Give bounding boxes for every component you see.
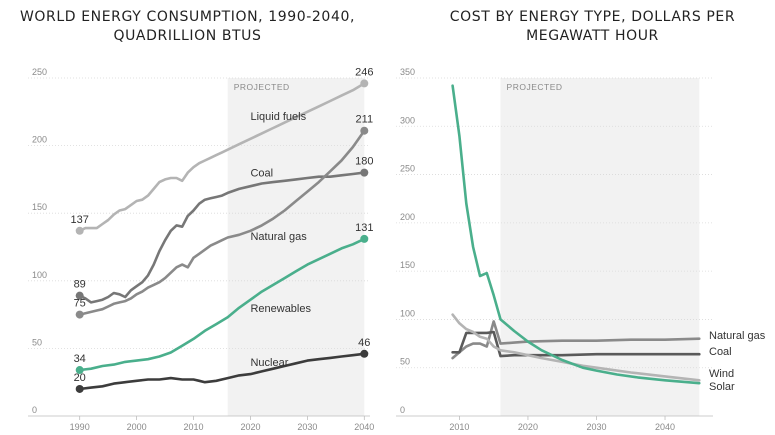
series-line-solar — [451, 84, 701, 385]
x-tick-label: 2030 — [586, 422, 606, 432]
series-name-label-natural-gas: Natural gas — [250, 231, 307, 243]
y-tick-label: 100 — [400, 308, 415, 318]
series-line-nuclear — [78, 352, 366, 391]
series-line-renewables — [78, 237, 366, 372]
x-tick-label: 2020 — [518, 422, 538, 432]
series-start-point-natural-gas — [75, 310, 84, 319]
series-line-wind — [451, 313, 701, 382]
series-name-label-solar: Solar — [709, 381, 735, 393]
x-tick-label: 2030 — [297, 422, 317, 432]
series-end-label-natural-gas: 211 — [356, 114, 374, 126]
y-tick-label: 300 — [400, 115, 415, 125]
series-start-point-coal — [75, 291, 84, 300]
y-tick-label: 0 — [400, 405, 405, 415]
series-line-coal — [451, 330, 701, 358]
left-chart-title-line-1: WORLD ENERGY CONSUMPTION, 1990-2040, — [19, 9, 356, 25]
y-tick-label: 50 — [400, 357, 410, 367]
series-end-point-coal — [360, 168, 369, 177]
series-end-point-nuclear — [360, 349, 369, 358]
y-tick-label: 200 — [32, 135, 47, 145]
projected-region — [500, 78, 700, 416]
y-tick-label: 50 — [32, 337, 42, 347]
projected-label: PROJECTED — [507, 82, 563, 92]
series-start-point-liquid-fuels — [75, 226, 84, 235]
y-tick-label: 150 — [32, 202, 47, 212]
projected-region — [227, 78, 365, 416]
series-name-label-liquid-fuels: Liquid fuels — [250, 111, 306, 123]
x-tick-label: 1990 — [70, 422, 90, 432]
x-tick-label: 2010 — [449, 422, 469, 432]
left-chart-title: WORLD ENERGY CONSUMPTION, 1990-2040, QUA… — [10, 8, 365, 46]
series-name-label-natural-gas: Natural gas — [709, 330, 766, 342]
series-line-natural-gas — [78, 129, 366, 316]
series-end-label-nuclear: 46 — [358, 337, 370, 349]
series-name-label-coal: Coal — [709, 346, 732, 358]
series-start-label-natural-gas: 75 — [74, 298, 86, 310]
right-chart-title: COST BY ENERGY TYPE, DOLLARS PER MEGAWAT… — [415, 8, 770, 46]
cost-chart: PROJECTED 0 50 100 150 200 250 300 350 2010 2020 20… — [396, 67, 766, 432]
series-start-point-renewables — [75, 366, 84, 375]
series-end-label-liquid-fuels: 246 — [355, 66, 373, 78]
right-chart-title-line-1: COST BY ENERGY TYPE, DOLLARS PER — [449, 9, 736, 25]
right-chart-title-line-2: MEGAWATT HOUR — [526, 28, 659, 44]
series-start-label-nuclear: 20 — [74, 372, 86, 384]
series-name-label-nuclear: Nuclear — [250, 357, 288, 369]
series-start-label-liquid-fuels: 137 — [71, 214, 89, 226]
series-name-label-coal: Coal — [250, 168, 273, 180]
series-start-point-nuclear — [75, 384, 84, 393]
series-end-label-coal: 180 — [355, 156, 373, 168]
series-name-label-wind: Wind — [709, 368, 734, 380]
y-tick-label: 250 — [32, 67, 47, 77]
x-tick-label: 2020 — [240, 422, 260, 432]
series-end-point-liquid-fuels — [360, 79, 369, 88]
series-line-natural-gas — [451, 320, 701, 360]
series-end-point-renewables — [360, 234, 369, 243]
series-end-label-renewables: 131 — [355, 222, 373, 234]
series-start-label-coal: 89 — [74, 279, 86, 291]
y-tick-label: 350 — [400, 67, 415, 77]
projected-label: PROJECTED — [234, 82, 290, 92]
y-tick-label: 250 — [400, 164, 415, 174]
x-tick-label: 2010 — [184, 422, 204, 432]
series-name-label-renewables: Renewables — [250, 303, 311, 315]
x-tick-label: 2000 — [127, 422, 147, 432]
y-tick-label: 150 — [400, 260, 415, 270]
left-chart-title-line-2: QUADRILLION BTUS — [113, 28, 262, 44]
y-tick-label: 200 — [400, 212, 415, 222]
series-start-label-renewables: 34 — [74, 353, 86, 365]
series-line-coal — [78, 171, 366, 304]
series-line-liquid-fuels — [78, 82, 366, 233]
x-tick-label: 2040 — [655, 422, 675, 432]
y-tick-label: 100 — [32, 270, 47, 280]
y-tick-label: 0 — [32, 405, 37, 415]
series-end-point-natural-gas — [360, 126, 369, 135]
x-tick-label: 2040 — [354, 422, 374, 432]
